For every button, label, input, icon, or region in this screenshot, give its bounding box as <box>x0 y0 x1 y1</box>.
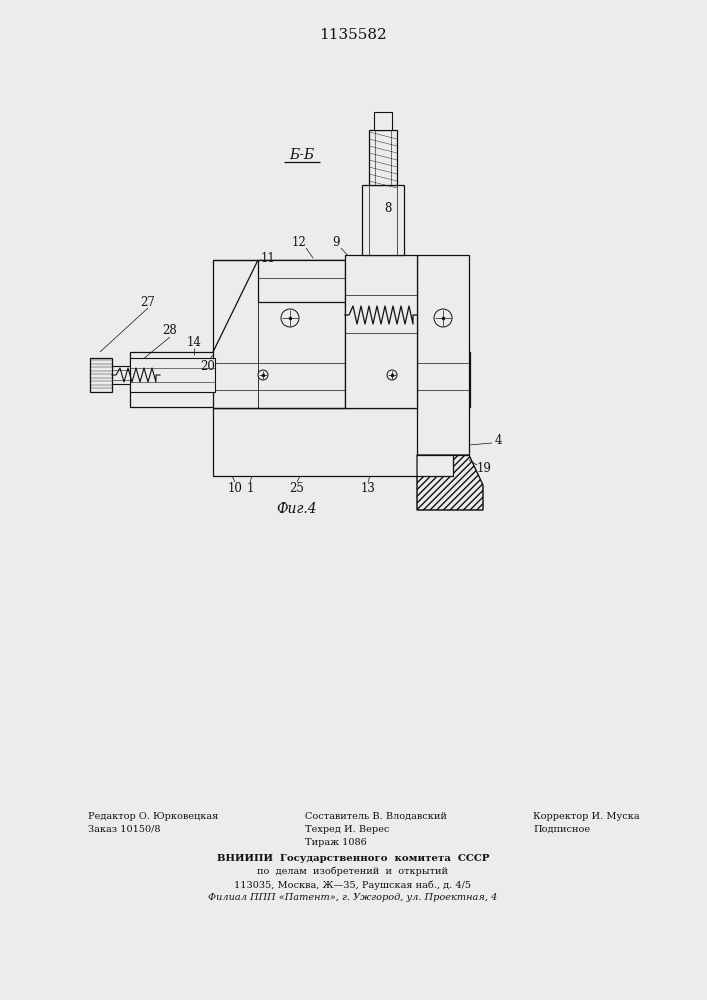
Text: 10: 10 <box>228 482 243 494</box>
Text: Заказ 10150/8: Заказ 10150/8 <box>88 825 160 834</box>
Text: 4: 4 <box>494 434 502 446</box>
Text: 14: 14 <box>187 336 201 349</box>
Text: 1135582: 1135582 <box>319 28 387 42</box>
Text: 9: 9 <box>332 235 340 248</box>
Bar <box>369 130 397 185</box>
Circle shape <box>281 309 299 327</box>
Bar <box>258 260 345 302</box>
Text: ВНИИПИ  Государственного  комитета  СССР: ВНИИПИ Государственного комитета СССР <box>217 854 489 863</box>
Circle shape <box>387 370 397 380</box>
Text: 20: 20 <box>201 360 216 373</box>
Bar <box>374 112 392 130</box>
Text: Тираж 1086: Тираж 1086 <box>305 838 367 847</box>
Text: Фиг.4: Фиг.4 <box>276 502 317 516</box>
Text: 113035, Москва, Ж—35, Раушская наб., д. 4/5: 113035, Москва, Ж—35, Раушская наб., д. … <box>235 880 472 890</box>
Text: 28: 28 <box>163 324 177 336</box>
Bar <box>90 358 112 392</box>
Text: 13: 13 <box>361 482 375 494</box>
Bar <box>345 255 417 408</box>
Text: 11: 11 <box>261 251 275 264</box>
Polygon shape <box>417 455 483 510</box>
Bar <box>90 366 130 384</box>
Bar <box>417 255 469 455</box>
Text: по  делам  изобретений  и  открытий: по делам изобретений и открытий <box>257 867 448 876</box>
Circle shape <box>434 309 452 327</box>
Text: Б-Б: Б-Б <box>289 148 315 162</box>
Text: Корректор И. Муска: Корректор И. Муска <box>533 812 640 821</box>
Text: Подписное: Подписное <box>533 825 590 834</box>
Text: 8: 8 <box>385 202 392 215</box>
Bar <box>213 408 453 476</box>
Bar <box>130 358 215 392</box>
Text: 19: 19 <box>477 462 491 475</box>
Bar <box>362 185 404 255</box>
Bar <box>213 408 453 476</box>
Text: Филиал ППП «Патент», г. Ужгород, ул. Проектная, 4: Филиал ППП «Патент», г. Ужгород, ул. Про… <box>209 893 498 902</box>
Text: 27: 27 <box>141 296 156 308</box>
Polygon shape <box>213 260 345 408</box>
Bar <box>417 255 469 455</box>
Text: Редактор О. Юрковецкая: Редактор О. Юрковецкая <box>88 812 218 821</box>
Text: Составитель В. Влодавский: Составитель В. Влодавский <box>305 812 447 821</box>
Text: 12: 12 <box>291 235 306 248</box>
Text: 25: 25 <box>290 482 305 494</box>
Circle shape <box>258 370 268 380</box>
Text: Техред И. Верес: Техред И. Верес <box>305 825 390 834</box>
Bar <box>130 352 470 407</box>
Text: 1: 1 <box>246 482 254 494</box>
